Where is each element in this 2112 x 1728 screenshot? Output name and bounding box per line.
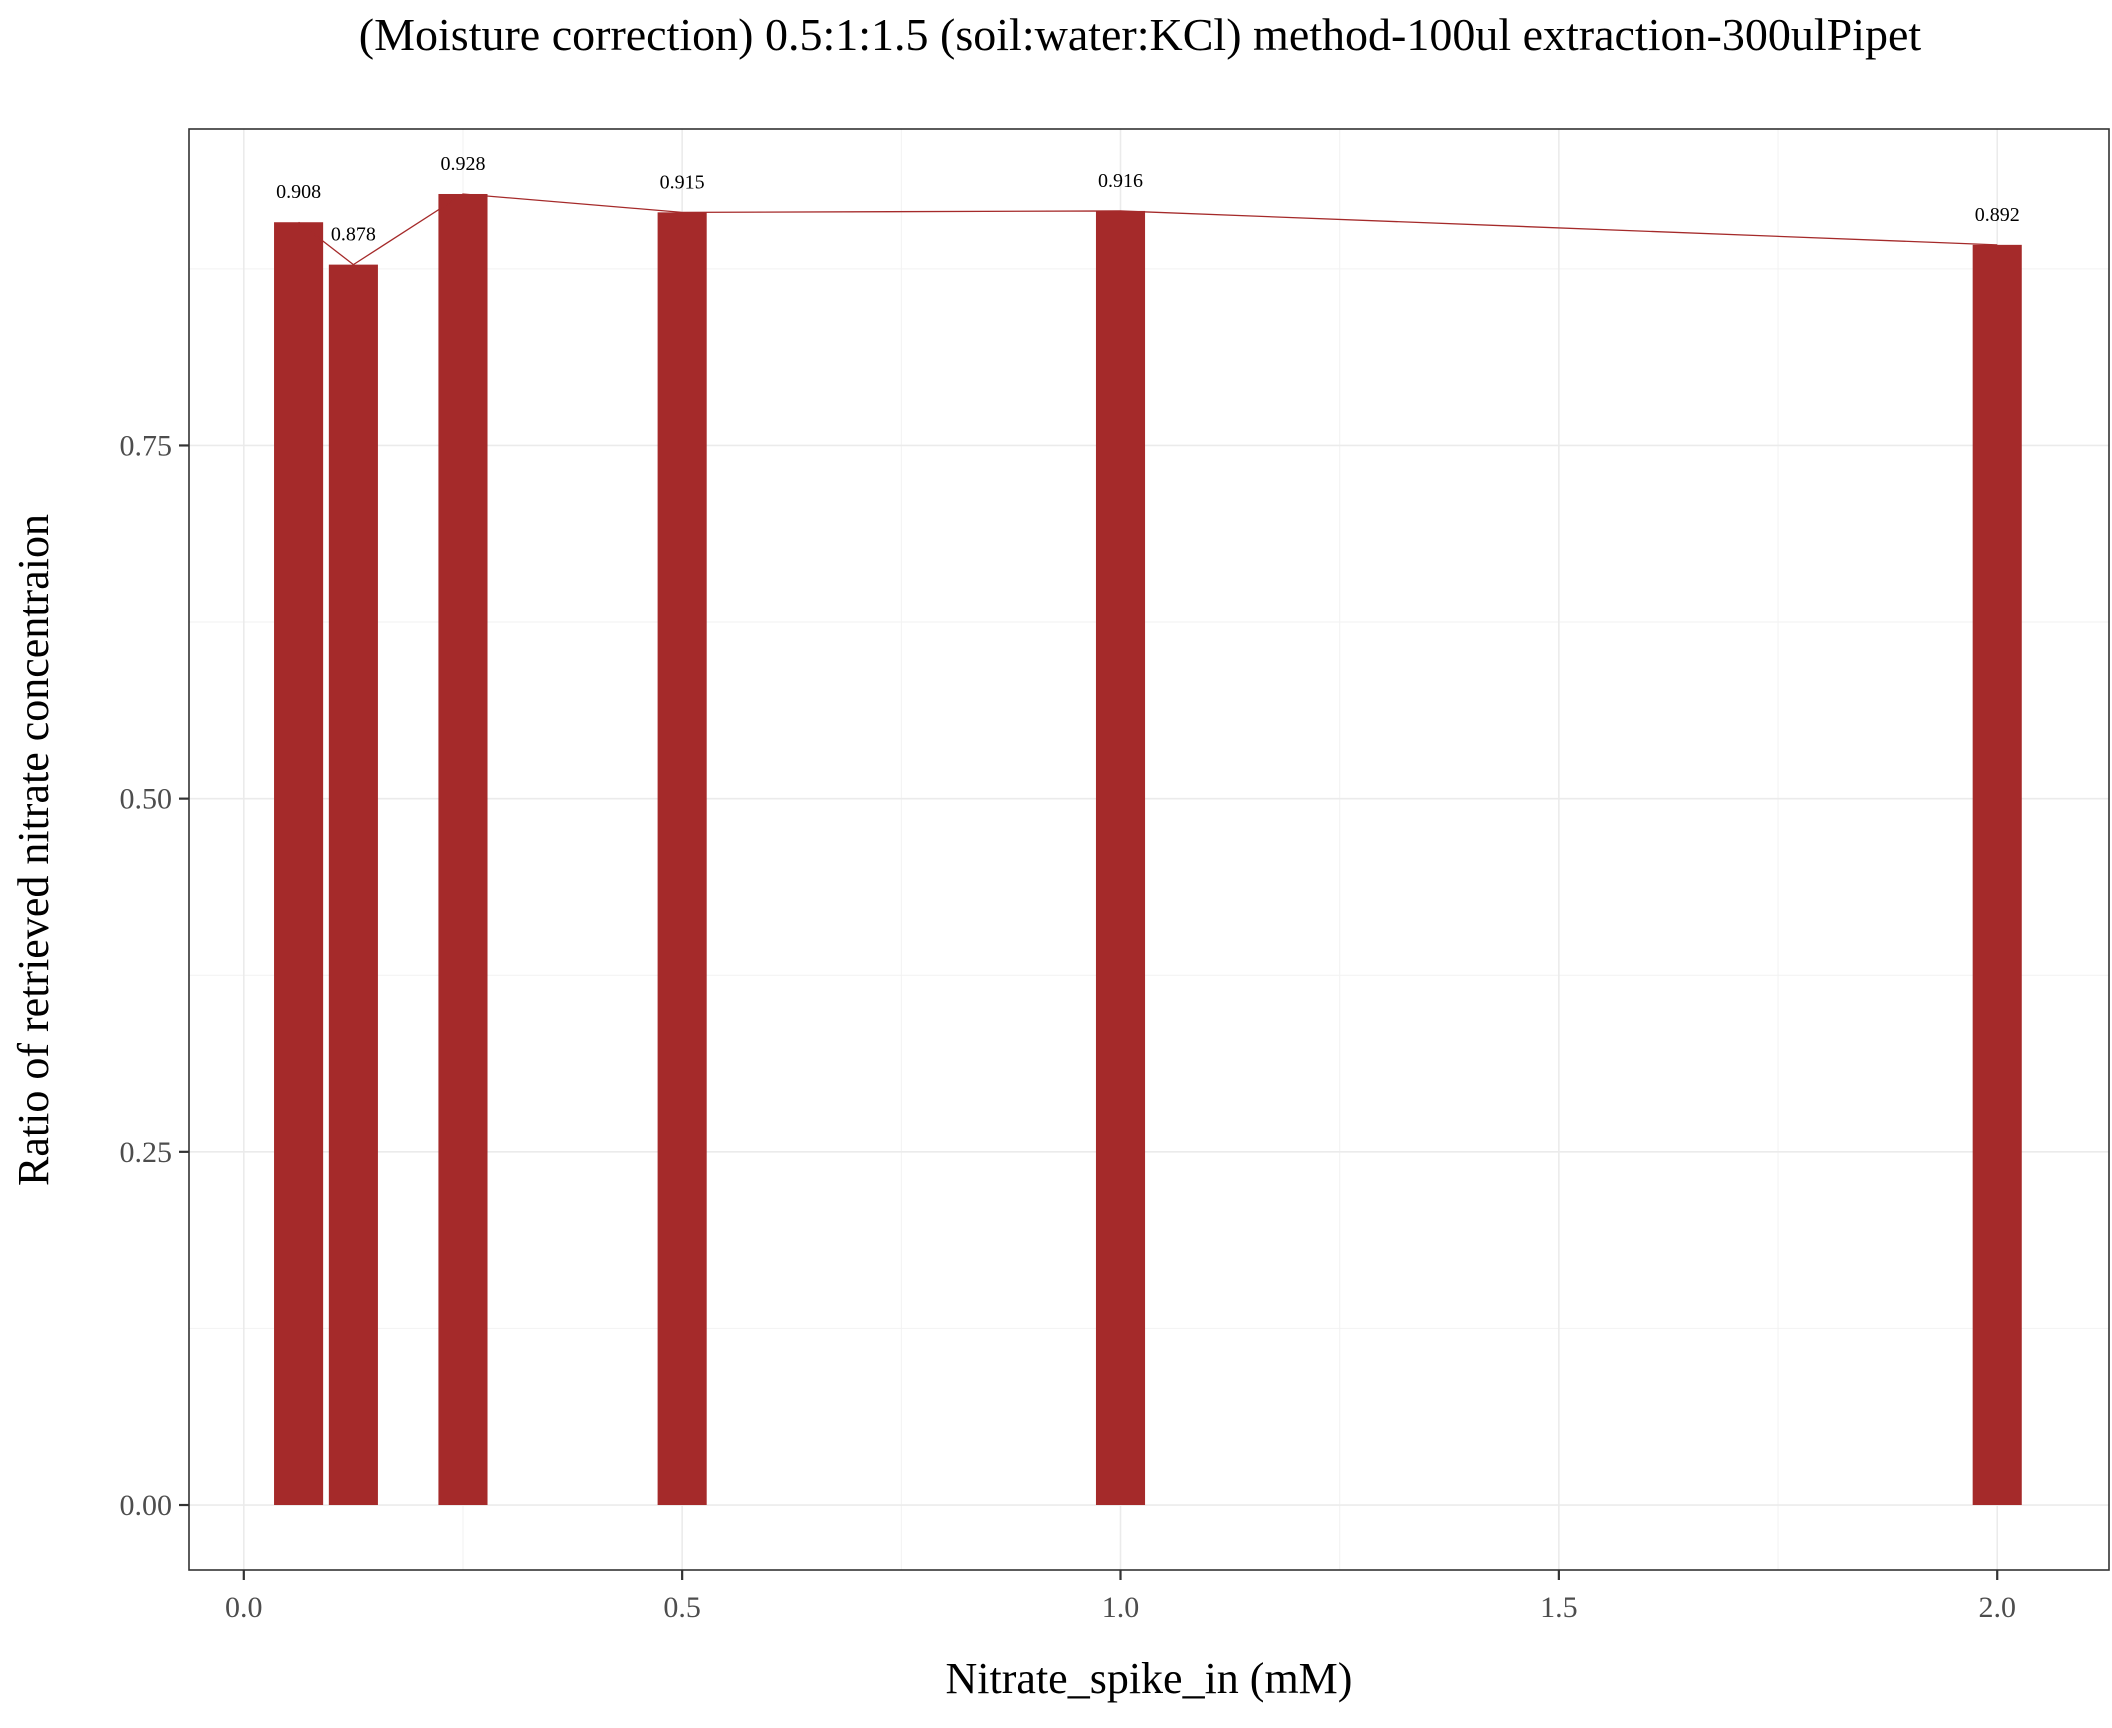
x-tick-label: 0.5 [663,1591,701,1624]
x-axis-title: Nitrate_spike_in (mM) [946,1654,1353,1703]
bar [274,222,324,1506]
series-line [298,193,1998,266]
panel-border [188,128,2110,1571]
data-label: 0.892 [1975,204,2020,226]
data-label: 0.928 [440,153,485,175]
x-tick-label: 2.0 [1978,1591,2016,1624]
bar [1972,244,2022,1506]
bar [657,212,707,1506]
x-axis: 0.0 0.5 1.0 1.5 2.0 [225,1570,2016,1624]
y-tick-label: 0.25 [120,1136,173,1169]
bars [274,193,2022,1506]
data-label: 0.878 [331,224,376,246]
y-axis: 0.00 0.25 0.50 0.75 [120,429,189,1522]
data-label: 0.908 [276,181,321,203]
y-axis-title: Ratio of retrieved nitrate concentraion [9,514,58,1186]
data-labels: 0.908 0.878 0.928 0.915 0.916 0.892 [276,153,2020,246]
x-tick-label: 1.5 [1540,1591,1578,1624]
x-tick-label: 1.0 [1102,1591,1140,1624]
bar [438,193,488,1506]
bar [328,264,378,1506]
y-tick-label: 0.00 [120,1489,173,1522]
connecting-line [298,193,1998,266]
y-tick-label: 0.50 [120,783,173,816]
data-label: 0.915 [660,171,705,193]
data-label: 0.916 [1098,170,1143,192]
x-tick-label: 0.0 [225,1591,263,1624]
chart-title: (Moisture correction) 0.5:1:1.5 (soil:wa… [359,9,1922,60]
y-tick-label: 0.75 [120,429,173,462]
bar [1095,210,1146,1506]
